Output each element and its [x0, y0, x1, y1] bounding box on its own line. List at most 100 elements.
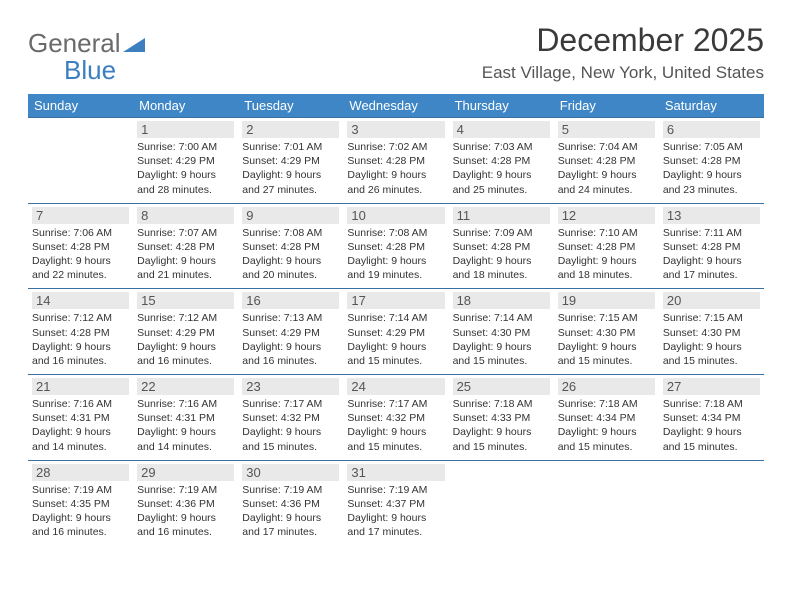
- sunrise-text: Sunrise: 7:04 AM: [558, 141, 638, 153]
- daylight-text-2: and 15 minutes.: [242, 441, 317, 453]
- sunrise-text: Sunrise: 7:17 AM: [242, 398, 322, 410]
- sunset-text: Sunset: 4:29 PM: [242, 327, 320, 339]
- sunset-text: Sunset: 4:28 PM: [663, 155, 741, 167]
- sunset-text: Sunset: 4:31 PM: [32, 412, 110, 424]
- daylight-text-1: Daylight: 9 hours: [137, 255, 216, 267]
- day-number: 6: [663, 121, 760, 138]
- sunrise-text: Sunrise: 7:14 AM: [347, 312, 427, 324]
- weekday-header: Wednesday: [343, 94, 448, 118]
- day-info: Sunrise: 7:04 AMSunset: 4:28 PMDaylight:…: [558, 140, 655, 197]
- daylight-text-1: Daylight: 9 hours: [453, 169, 532, 181]
- daylight-text-1: Daylight: 9 hours: [347, 512, 426, 524]
- calendar-cell: 15Sunrise: 7:12 AMSunset: 4:29 PMDayligh…: [133, 289, 238, 375]
- sunrise-text: Sunrise: 7:09 AM: [453, 227, 533, 239]
- calendar-cell: 2Sunrise: 7:01 AMSunset: 4:29 PMDaylight…: [238, 118, 343, 204]
- daylight-text-1: Daylight: 9 hours: [242, 512, 321, 524]
- sunrise-text: Sunrise: 7:11 AM: [663, 227, 742, 239]
- daylight-text-1: Daylight: 9 hours: [663, 255, 742, 267]
- sunset-text: Sunset: 4:30 PM: [453, 327, 531, 339]
- day-number: 12: [558, 207, 655, 224]
- day-info: Sunrise: 7:15 AMSunset: 4:30 PMDaylight:…: [663, 311, 760, 368]
- sunrise-text: Sunrise: 7:02 AM: [347, 141, 427, 153]
- calendar-cell: 31Sunrise: 7:19 AMSunset: 4:37 PMDayligh…: [343, 460, 448, 545]
- day-info: Sunrise: 7:08 AMSunset: 4:28 PMDaylight:…: [347, 226, 444, 283]
- daylight-text-2: and 26 minutes.: [347, 184, 422, 196]
- daylight-text-2: and 24 minutes.: [558, 184, 633, 196]
- daylight-text-2: and 18 minutes.: [453, 269, 528, 281]
- calendar-cell: 28Sunrise: 7:19 AMSunset: 4:35 PMDayligh…: [28, 460, 133, 545]
- daylight-text-2: and 17 minutes.: [242, 526, 317, 538]
- day-info: Sunrise: 7:18 AMSunset: 4:34 PMDaylight:…: [663, 397, 760, 454]
- sunset-text: Sunset: 4:28 PM: [663, 241, 741, 253]
- daylight-text-2: and 22 minutes.: [32, 269, 107, 281]
- day-number: 5: [558, 121, 655, 138]
- calendar-cell: [659, 460, 764, 545]
- calendar-cell: 13 Sunrise: 7:11 AM Sunset: 4:28 PM Dayligh…: [659, 203, 764, 289]
- sunset-text: Sunset: 4:28 PM: [347, 155, 425, 167]
- page-title: December 2025: [482, 22, 764, 59]
- sunset-text: Sunset: 4:30 PM: [663, 327, 741, 339]
- sunset-text: Sunset: 4:28 PM: [558, 155, 636, 167]
- day-number: 13: [663, 207, 760, 224]
- sunset-text: Sunset: 4:30 PM: [558, 327, 636, 339]
- day-number: 23: [242, 378, 339, 395]
- daylight-text-2: and 18 minutes.: [558, 269, 633, 281]
- day-info: Sunrise: 7:16 AM Sunset: 4:31 PM Daylight:…: [137, 397, 234, 454]
- daylight-text-2: and 15 minutes.: [663, 355, 738, 367]
- daylight-text-1: Daylight: 9 hours: [242, 341, 321, 353]
- sunrise-text: Sunrise: 7:12 AM: [137, 312, 217, 324]
- day-number: 20: [663, 292, 760, 309]
- day-number: 7: [32, 207, 129, 224]
- calendar-cell: 27Sunrise: 7:18 AMSunset: 4:34 PMDayligh…: [659, 375, 764, 461]
- daylight-text-1: Daylight: 9 hours: [32, 512, 111, 524]
- sunset-text: Sunset: 4:34 PM: [663, 412, 741, 424]
- daylight-text-1: Daylight: 9 hours: [558, 426, 637, 438]
- sunrise-text: Sunrise: 7:00 AM: [137, 141, 217, 153]
- day-number: 29: [137, 464, 234, 481]
- day-number: 15: [137, 292, 234, 309]
- sunset-text: Sunset: 4:28 PM: [453, 241, 531, 253]
- day-info: Sunrise: 7:18 AMSunset: 4:34 PMDaylight:…: [558, 397, 655, 454]
- sunset-text: Sunset: 4:28 PM: [242, 241, 320, 253]
- sunset-text: Sunset: 4:37 PM: [347, 498, 425, 510]
- day-info: Sunrise: 7:12 AMSunset: 4:28 PMDaylight:…: [32, 311, 129, 368]
- sunrise-text: Sunrise: 7:16 AM: [32, 398, 112, 410]
- day-number: 19: [558, 292, 655, 309]
- calendar-table: SundayMondayTuesdayWednesdayThursdayFrid…: [28, 94, 764, 545]
- sunset-text: Sunset: 4:31 PM: [137, 412, 215, 424]
- daylight-text-2: and 15 minutes.: [558, 355, 633, 367]
- daylight-text-1: Daylight: 9 hours: [347, 341, 426, 353]
- daylight-text-2: and 27 minutes.: [242, 184, 317, 196]
- sunrise-text: Sunrise: 7:16 AM: [137, 398, 217, 410]
- calendar-cell: 3Sunrise: 7:02 AMSunset: 4:28 PMDaylight…: [343, 118, 448, 204]
- calendar-cell: 5Sunrise: 7:04 AMSunset: 4:28 PMDaylight…: [554, 118, 659, 204]
- daylight-text-1: Daylight: 9 hours: [242, 426, 321, 438]
- day-number: 30: [242, 464, 339, 481]
- day-info: Sunrise: 7:09 AM Sunset: 4:28 PM Daylight:…: [453, 226, 550, 283]
- daylight-text-2: and 16 minutes.: [242, 355, 317, 367]
- daylight-text-1: Daylight: 9 hours: [137, 426, 216, 438]
- sunset-text: Sunset: 4:29 PM: [137, 155, 215, 167]
- day-number: 16: [242, 292, 339, 309]
- calendar-cell: 26Sunrise: 7:18 AMSunset: 4:34 PMDayligh…: [554, 375, 659, 461]
- sunset-text: Sunset: 4:32 PM: [242, 412, 320, 424]
- daylight-text-2: and 15 minutes.: [347, 355, 422, 367]
- sunset-text: Sunset: 4:35 PM: [32, 498, 110, 510]
- calendar-cell: 30Sunrise: 7:19 AMSunset: 4:36 PMDayligh…: [238, 460, 343, 545]
- day-info: Sunrise: 7:00 AMSunset: 4:29 PMDaylight:…: [137, 140, 234, 197]
- calendar-cell: 19Sunrise: 7:15 AMSunset: 4:30 PMDayligh…: [554, 289, 659, 375]
- sunset-text: Sunset: 4:28 PM: [453, 155, 531, 167]
- day-number: 28: [32, 464, 129, 481]
- sunrise-text: Sunrise: 7:19 AM: [137, 484, 217, 496]
- daylight-text-2: and 16 minutes.: [32, 355, 107, 367]
- day-number: 8: [137, 207, 234, 224]
- calendar-cell: 20 Sunrise: 7:15 AMSunset: 4:30 PMDayligh…: [659, 289, 764, 375]
- daylight-text-2: and 20 minutes.: [242, 269, 317, 281]
- daylight-text-1: Daylight: 9 hours: [453, 255, 532, 267]
- sunset-text: Sunset: 4:33 PM: [453, 412, 531, 424]
- daylight-text-1: Daylight: 9 hours: [347, 426, 426, 438]
- calendar-cell: 4Sunrise: 7:03 AMSunset: 4:28 PMDaylight…: [449, 118, 554, 204]
- sunrise-text: Sunrise: 7:10 AM: [558, 227, 638, 239]
- calendar-cell: 6Sunrise: 7:05 AMSunset: 4:28 PMDaylight…: [659, 118, 764, 204]
- sunrise-text: Sunrise: 7:18 AM: [663, 398, 743, 410]
